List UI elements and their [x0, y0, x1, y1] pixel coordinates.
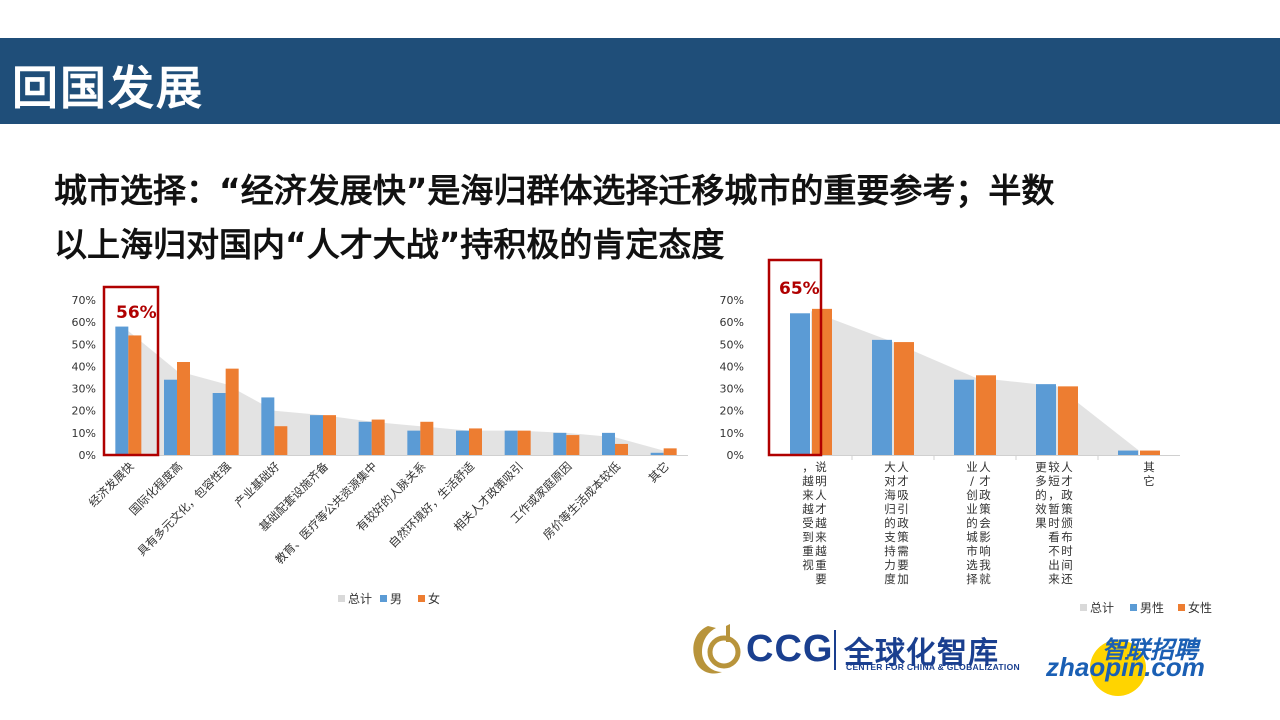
legend-label: 总计	[1090, 601, 1114, 615]
legend-swatch	[1178, 604, 1185, 611]
logo-divider	[834, 630, 836, 670]
bar-series-1	[504, 430, 518, 455]
headline-line-2: 以上海归对国内“人才大战”持积极的肯定态度	[54, 225, 725, 264]
legend-swatch	[380, 595, 387, 602]
zhaopin-logo: 智联招聘 zhaopin.com	[1046, 630, 1206, 696]
series-total-area	[128, 331, 664, 455]
y-tick-label: 50%	[720, 338, 744, 351]
bar-series-2	[1140, 450, 1160, 455]
legend-label: 女	[428, 591, 440, 606]
category-label: 人才政策会影响我就业/创业的城市选择	[966, 460, 991, 586]
legend-swatch	[1130, 604, 1137, 611]
bar-series-1	[790, 313, 810, 455]
bar-series-2	[225, 368, 239, 455]
bar-series-1	[407, 430, 421, 455]
highlight-label: 56%	[116, 303, 157, 323]
bar-series-1	[954, 379, 974, 455]
ccg-english-name: CENTER FOR CHINA & GLOBALIZATION	[846, 662, 1020, 672]
slide-title: 回国发展	[12, 61, 204, 115]
legend-swatch	[338, 595, 345, 602]
ccg-emblem-icon	[693, 624, 741, 674]
bar-series-2	[517, 430, 531, 455]
y-tick-label: 40%	[720, 360, 744, 373]
bar-series-2	[420, 421, 434, 455]
bar-series-1	[115, 326, 129, 455]
bar-series-2	[274, 426, 288, 455]
legend-label: 女性	[1188, 600, 1212, 615]
legend-swatch	[1080, 604, 1087, 611]
y-tick-label: 60%	[720, 316, 744, 329]
zhaopin-english-name: zhaopin.com	[1046, 652, 1205, 682]
y-tick-label: 50%	[72, 338, 96, 351]
y-tick-label: 70%	[720, 294, 744, 307]
bar-series-1	[358, 421, 372, 455]
legend-label: 男性	[1140, 601, 1164, 615]
ccg-logo: CCG 全球化智库 CENTER FOR CHINA & GLOBALIZATI…	[686, 622, 1026, 678]
bar-series-1	[650, 452, 664, 455]
series-total-area	[811, 311, 1139, 455]
y-tick-label: 10%	[720, 427, 744, 440]
y-tick-label: 40%	[72, 360, 96, 373]
ccg-chinese-name: 全球化智库	[844, 636, 999, 671]
highlight-label: 65%	[779, 279, 820, 299]
bar-series-2	[469, 428, 482, 455]
legend-label: 男	[390, 592, 402, 606]
bar-series-1	[1036, 384, 1056, 455]
y-tick-label: 20%	[720, 405, 744, 418]
bar-series-2	[663, 448, 677, 455]
bar-series-2	[976, 375, 996, 455]
bar-series-2	[1058, 386, 1078, 455]
category-label: 说明人才越来越重要，越来越受到重视	[802, 460, 827, 586]
bar-series-1	[1118, 450, 1138, 455]
chart-2: 0% 10% 20% 30% 40% 50% 60% 70% 说明人才越来越重要，越来越受到重视…	[720, 258, 1212, 615]
category-label: 产业基础好	[232, 459, 283, 510]
y-tick-label: 10%	[72, 427, 96, 440]
highlight-box	[102, 285, 160, 457]
bar-series-1	[602, 432, 615, 455]
legend-swatch	[418, 595, 425, 602]
bar-series-2	[566, 435, 580, 455]
bar-series-2	[323, 415, 336, 455]
bar-series-2	[177, 362, 190, 455]
bar-series-1	[553, 432, 567, 455]
title-bar: 回国发展	[0, 38, 1280, 124]
bar-series-2	[371, 419, 385, 455]
zhaopin-circle-icon	[1090, 640, 1146, 696]
bar-series-2	[128, 335, 142, 455]
category-label: 具有多元文化，包容性强	[134, 459, 234, 559]
category-label: 其它	[1143, 460, 1155, 488]
y-tick-label: 60%	[72, 316, 96, 329]
category-label: 自然环境好，生活舒适	[386, 459, 478, 551]
y-tick-label: 70%	[72, 294, 96, 307]
bar-series-2	[615, 443, 628, 455]
bar-series-2	[894, 342, 914, 455]
category-label: 人才吸引政策需要加大对海归的支持力度	[884, 460, 909, 586]
headline-line-1: 城市选择：“经济发展快”是海归群体选择迁移城市的重要参考；半数	[54, 171, 1055, 210]
bar-series-1	[261, 397, 275, 455]
category-label: 人才政策颁布时间还较短，暂时看不出来更多的效果	[1035, 460, 1073, 586]
ccg-wordmark: CCG	[746, 628, 834, 670]
bar-series-1	[212, 393, 226, 455]
zhaopin-chinese-name: 智联招聘	[1102, 636, 1198, 664]
category-label: 其它	[646, 459, 672, 485]
y-tick-label: 20%	[72, 405, 96, 418]
legend-label: 总计	[348, 592, 372, 606]
highlight-box	[767, 258, 823, 457]
bar-series-1	[310, 415, 323, 455]
bar-series-1	[164, 379, 177, 455]
y-tick-label: 30%	[720, 383, 744, 396]
category-label: 经济发展快	[86, 459, 137, 510]
y-tick-label: 0%	[79, 449, 96, 462]
y-tick-label: 30%	[72, 383, 96, 396]
chart-1: 0%10%20%30%40%50%60%70%经济发展快国际化程度高具有多元文化…	[72, 285, 688, 606]
bar-series-1	[872, 339, 892, 455]
y-tick-label: 0%	[727, 449, 744, 462]
bar-series-1	[456, 430, 469, 455]
